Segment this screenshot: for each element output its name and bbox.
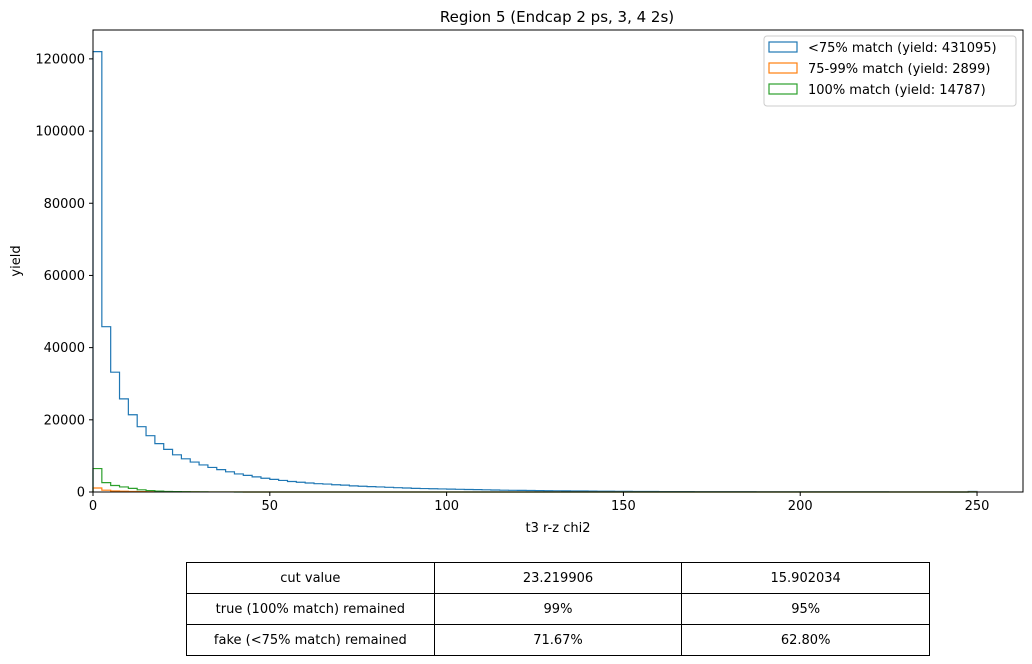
chart-title: Region 5 (Endcap 2 ps, 3, 4 2s) (440, 8, 674, 26)
table-row: cut value 23.219906 15.902034 (186, 562, 930, 594)
x-axis: 0 50 100 150 200 250 (89, 492, 990, 514)
y-axis: 0 20000 40000 60000 80000 100000 120000 (35, 52, 93, 501)
table-cell: true (100% match) remained (186, 593, 435, 625)
legend: <75% match (yield: 431095) 75-99% match (… (763, 35, 1017, 107)
table-cell: 99% (433, 593, 683, 625)
table-cell: 62.80% (681, 624, 930, 656)
legend-label: <75% match (yield: 431095) (808, 41, 997, 56)
y-tick-label: 40000 (44, 341, 85, 356)
legend-label: 75-99% match (yield: 2899) (808, 62, 990, 77)
table-cell: cut value (186, 562, 435, 594)
y-tick-label: 60000 (44, 269, 85, 284)
legend-label: 100% match (yield: 14787) (808, 83, 986, 98)
x-tick-label: 100 (434, 499, 459, 514)
series-layer (92, 51, 978, 493)
y-tick-label: 120000 (35, 52, 85, 67)
y-tick-label: 0 (77, 486, 85, 501)
x-tick-label: 200 (788, 499, 813, 514)
x-axis-label: t3 r-z chi2 (526, 521, 591, 536)
y-tick-label: 20000 (44, 413, 85, 428)
table-cell: fake (<75% match) remained (186, 624, 435, 656)
table-row: true (100% match) remained 99% 95% (186, 593, 930, 625)
table-cell: 71.67% (433, 624, 683, 656)
x-tick-label: 0 (89, 499, 97, 514)
y-tick-label: 100000 (35, 125, 85, 140)
legend-swatch (768, 41, 798, 53)
legend-frame (763, 35, 1017, 107)
x-tick-label: 250 (965, 499, 990, 514)
x-tick-label: 50 (262, 499, 279, 514)
series-0-histogram (92, 51, 978, 493)
table-cell: 15.902034 (681, 562, 930, 594)
plot-frame (92, 29, 1024, 493)
y-tick-label: 80000 (44, 197, 85, 212)
cut-summary-table: cut value 23.219906 15.902034 true (100%… (186, 562, 930, 656)
table-cell: 95% (681, 593, 930, 625)
y-axis-label: yield (9, 245, 24, 276)
table-row: fake (<75% match) remained 71.67% 62.80% (186, 624, 930, 656)
legend-swatch (768, 83, 798, 95)
table-cell: 23.219906 (433, 562, 683, 594)
x-tick-label: 150 (611, 499, 636, 514)
legend-swatch (768, 62, 798, 74)
histogram-chart: Region 5 (Endcap 2 ps, 3, 4 2s) 0 50 100 15… (9, 8, 1024, 536)
